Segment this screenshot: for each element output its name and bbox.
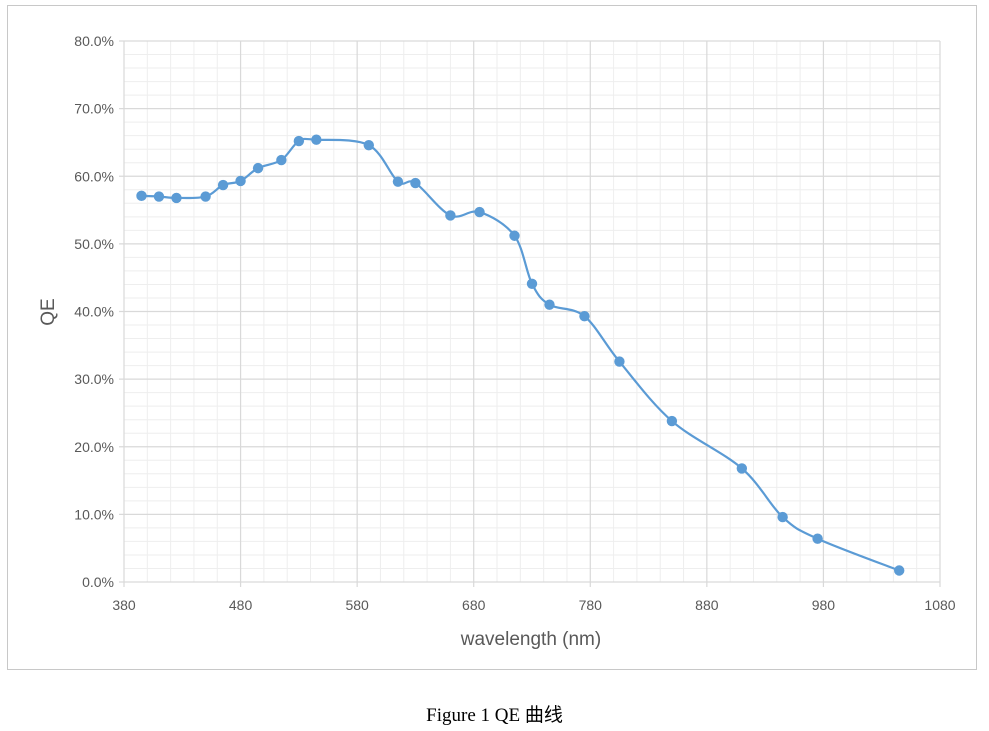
chart-frame: 380 480 580 680 780 880 980 1080 0.0% 10.0% 20.0%… — [7, 5, 977, 670]
data-point — [217, 179, 229, 191]
y-tick-label: 80.0% — [74, 33, 114, 49]
x-axis-title: wavelength (nm) — [460, 629, 601, 650]
x-tick-label: 680 — [462, 597, 486, 613]
data-point — [252, 162, 264, 174]
figure-caption: Figure 1 QE 曲线 — [426, 705, 563, 726]
data-point — [363, 139, 374, 151]
data-point — [276, 154, 287, 166]
series-layer — [136, 134, 905, 576]
data-point — [311, 134, 322, 145]
x-tick-label: 1080 — [924, 597, 955, 613]
data-point — [544, 299, 555, 310]
data-point — [736, 463, 748, 474]
y-tick-label: 30.0% — [74, 371, 114, 387]
data-point — [614, 356, 625, 367]
y-tick-label: 50.0% — [74, 236, 114, 252]
data-point — [812, 533, 823, 544]
data-point — [445, 210, 456, 221]
y-tick-label: 60.0% — [74, 168, 114, 184]
x-tick-label: 880 — [695, 597, 719, 613]
major-grid — [119, 40, 941, 587]
data-point — [666, 415, 678, 427]
data-point — [894, 565, 905, 576]
y-axis-title: QE — [38, 298, 59, 325]
data-point — [171, 192, 182, 204]
data-point — [509, 230, 520, 241]
data-point — [200, 191, 211, 202]
y-tick-label: 70.0% — [74, 101, 114, 117]
x-tick-label: 780 — [579, 597, 603, 613]
x-tick-label: 580 — [345, 597, 369, 613]
data-point — [293, 135, 305, 147]
data-point — [526, 278, 538, 289]
x-tick-label: 380 — [112, 597, 136, 613]
data-point — [474, 206, 485, 218]
y-tick-label: 0.0% — [82, 574, 114, 590]
y-tick-label: 40.0% — [74, 304, 114, 320]
data-point — [136, 190, 147, 202]
y-tick-labels: 0.0% 10.0% 20.0% 30.0% 40.0% 50.0% 60.0% 70.0% 8… — [74, 33, 114, 590]
data-point — [777, 511, 788, 523]
data-point — [392, 176, 404, 187]
qe-line-chart: 380 480 580 680 780 880 980 1080 0.0% 10.0% 20.0%… — [38, 33, 956, 650]
y-tick-label: 20.0% — [74, 439, 114, 455]
data-point — [579, 311, 590, 322]
x-tick-label: 480 — [229, 597, 253, 613]
x-tick-label: 980 — [812, 597, 836, 613]
data-point — [235, 175, 246, 187]
data-point — [153, 191, 165, 202]
data-point — [410, 177, 421, 189]
y-tick-label: 10.0% — [74, 506, 114, 522]
x-tick-labels: 380 480 580 680 780 880 980 1080 — [112, 597, 955, 613]
